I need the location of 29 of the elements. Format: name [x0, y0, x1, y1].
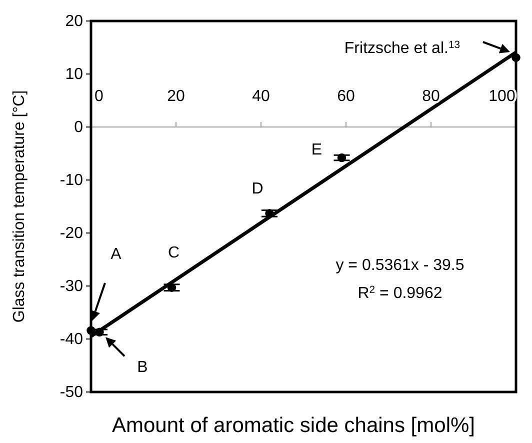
annotation: E: [311, 142, 322, 159]
y-tick-label: -30: [60, 278, 84, 295]
y-tick-label: -50: [60, 384, 84, 401]
x-tick-label: 0: [94, 88, 104, 105]
y-tick-label: 20: [65, 13, 84, 30]
x-tick-label: 80: [422, 88, 440, 105]
x-tick-label: 60: [337, 88, 355, 105]
y-tick-label: -40: [60, 331, 84, 348]
point: [167, 283, 176, 292]
x-tick-label: 20: [167, 88, 185, 105]
annotation: Fritzsche et al.$^{13}$: [344, 40, 460, 57]
x-axis-title: Amount of aromatic side chains [mol%]: [112, 414, 475, 437]
point: [337, 153, 346, 162]
y-tick-label: -20: [60, 225, 84, 242]
y-tick-label: 0: [74, 119, 84, 136]
y-tick-label: -10: [60, 172, 84, 189]
point: [86, 326, 96, 335]
annotation: B: [137, 359, 148, 376]
point: [512, 53, 520, 62]
point: [95, 328, 104, 336]
y-tick-label: 10: [65, 66, 84, 83]
annotation: A: [110, 246, 122, 263]
annotation: C: [168, 244, 180, 262]
x-tick-label: 100: [488, 88, 516, 105]
annotation: D: [252, 180, 264, 198]
x-tick-label: 40: [252, 88, 270, 105]
y-axis-title: Glass transition temperature [°C]: [11, 90, 28, 323]
annotation: R$^{2}$ = 0.9962: [358, 284, 442, 302]
annotation: y = 0.5361x - 39.5: [336, 257, 464, 274]
